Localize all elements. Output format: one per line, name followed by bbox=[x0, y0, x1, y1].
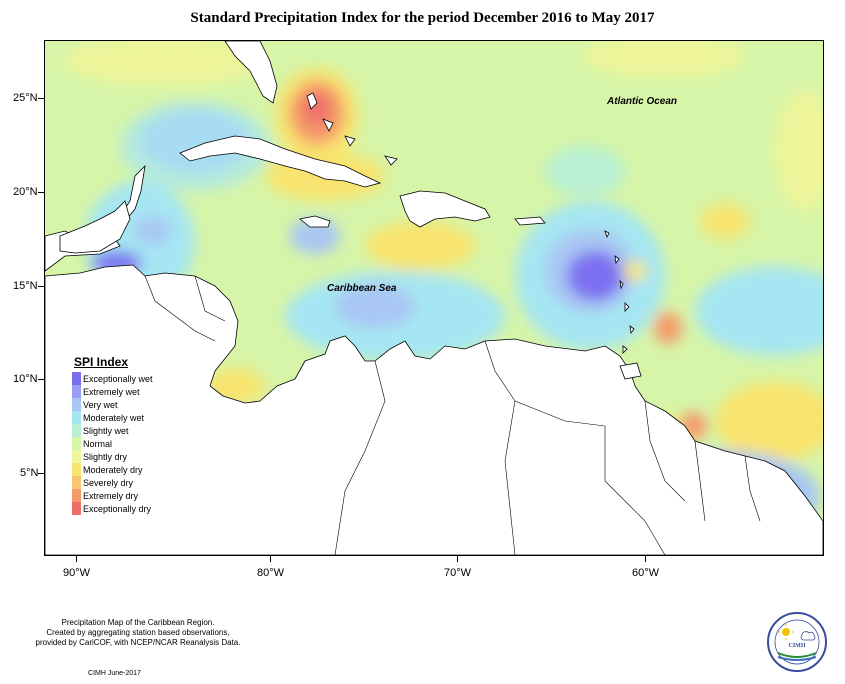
legend-item: Extremely wet bbox=[72, 385, 172, 398]
legend-label: Very wet bbox=[83, 399, 118, 410]
wet-zone-atlantic-mid bbox=[545, 146, 625, 196]
spi-map bbox=[45, 41, 823, 555]
dry-zone-top-right bbox=[775, 91, 823, 211]
footer-line-2: Created by aggregating station based obs… bbox=[46, 628, 230, 637]
lon-tick-80 bbox=[270, 555, 271, 562]
lat-tick-15 bbox=[38, 286, 44, 287]
dry-zone-northeast bbox=[585, 41, 745, 78]
hispaniola-land bbox=[399, 190, 491, 228]
dry-zone-hispaniola bbox=[365, 221, 475, 271]
lat-label-25: 25°N bbox=[13, 92, 38, 104]
lat-tick-20 bbox=[38, 192, 44, 193]
legend-label: Normal bbox=[83, 438, 113, 449]
legend-item: Moderately wet bbox=[72, 411, 172, 424]
yucatan-land bbox=[59, 200, 131, 254]
footer-credit: CIMH June-2017 bbox=[88, 670, 141, 677]
lat-label-5: 5°N bbox=[20, 467, 39, 479]
legend-label: Severely dry bbox=[83, 477, 134, 488]
wet-zone-yucatan bbox=[135, 217, 171, 245]
legend-rows: Exceptionally wet Extremely wet Very wet Mo… bbox=[72, 372, 172, 515]
lat-label-20: 20°N bbox=[13, 186, 38, 198]
legend-swatch bbox=[72, 424, 81, 437]
legend-swatch bbox=[72, 372, 81, 385]
lat-label-10: 10°N bbox=[13, 373, 38, 385]
legend-item: Slightly dry bbox=[72, 450, 172, 463]
legend-item: Slightly wet bbox=[72, 424, 172, 437]
legend-item: Moderately dry bbox=[72, 463, 172, 476]
lat-tick-10 bbox=[38, 379, 44, 380]
bahamas-islands bbox=[306, 92, 398, 166]
legend-item: Exceptionally wet bbox=[72, 372, 172, 385]
lesser-antilles bbox=[604, 230, 635, 354]
dry-zone-barbados bbox=[654, 312, 682, 344]
legend-item: Exceptionally dry bbox=[72, 502, 172, 515]
legend-item: Normal bbox=[72, 437, 172, 450]
lon-tick-60 bbox=[645, 555, 646, 562]
cloud-icon bbox=[800, 631, 816, 641]
legend-label: Slightly wet bbox=[83, 425, 129, 436]
lon-label-80: 80°W bbox=[257, 567, 285, 579]
legend-label: Moderately wet bbox=[83, 412, 145, 423]
legend-label: Slightly dry bbox=[83, 451, 128, 462]
legend-swatch bbox=[72, 385, 81, 398]
legend-label: Extremely wet bbox=[83, 386, 140, 397]
land-layer bbox=[45, 41, 823, 555]
lat-label-15: 15°N bbox=[13, 280, 38, 292]
legend-item: Extremely dry bbox=[72, 489, 172, 502]
footer-line-3: provided by CariCOF, with NCEP/NCAR Rean… bbox=[35, 638, 241, 647]
legend-swatch bbox=[72, 463, 81, 476]
wet-zone-eastern-core bbox=[567, 251, 623, 301]
cimh-logo: CIMH bbox=[767, 612, 827, 672]
lon-tick-70 bbox=[457, 555, 458, 562]
trinidad-land bbox=[619, 362, 642, 380]
wet-zone-central-core bbox=[335, 284, 415, 328]
legend-swatch bbox=[72, 411, 81, 424]
sun-icon bbox=[782, 628, 790, 636]
cuba-land bbox=[179, 135, 382, 188]
legend-swatch bbox=[72, 437, 81, 450]
footer-notes: Precipitation Map of the Caribbean Regio… bbox=[18, 618, 258, 648]
legend-swatch bbox=[72, 489, 81, 502]
legend-title: SPI Index bbox=[74, 355, 129, 369]
florida-land bbox=[224, 41, 278, 104]
atlantic-ocean-label: Atlantic Ocean bbox=[607, 96, 678, 107]
lat-tick-5 bbox=[38, 473, 44, 474]
legend-label: Moderately dry bbox=[83, 464, 143, 475]
jamaica-land bbox=[299, 215, 331, 228]
legend-label: Extremely dry bbox=[83, 490, 139, 501]
lon-label-70: 70°W bbox=[444, 567, 472, 579]
spi-legend: SPI Index Exceptionally wet Extremely wet… bbox=[72, 355, 172, 515]
legend-swatch bbox=[72, 450, 81, 463]
legend-item: Very wet bbox=[72, 398, 172, 411]
wet-zone-gulf-outer bbox=[120, 101, 270, 191]
map-frame: Atlantic Ocean Caribbean Sea bbox=[44, 40, 824, 556]
lon-label-90: 90°W bbox=[63, 567, 91, 579]
legend-item: Severely dry bbox=[72, 476, 172, 489]
lat-tick-25 bbox=[38, 98, 44, 99]
lon-label-60: 60°W bbox=[632, 567, 660, 579]
legend-label: Exceptionally dry bbox=[83, 503, 152, 514]
legend-label: Exceptionally wet bbox=[83, 373, 153, 384]
legend-swatch bbox=[72, 476, 81, 489]
map-title: Standard Precipitation Index for the per… bbox=[190, 10, 655, 26]
lon-tick-90 bbox=[76, 555, 77, 562]
dry-zone-small-east bbox=[623, 261, 647, 281]
footer-line-1: Precipitation Map of the Caribbean Regio… bbox=[61, 618, 215, 627]
wet-zone-atlantic-east bbox=[695, 266, 823, 356]
legend-swatch bbox=[72, 502, 81, 515]
caribbean-sea-label: Caribbean Sea bbox=[327, 283, 397, 294]
dry-zone-atlantic-se bbox=[715, 381, 823, 461]
legend-swatch bbox=[72, 398, 81, 411]
dry-zone-far-east bbox=[700, 203, 750, 239]
puerto-rico-land bbox=[514, 216, 546, 226]
mexico-south-land bbox=[45, 264, 823, 555]
border-layer bbox=[144, 275, 761, 555]
logo-text: CIMH bbox=[789, 643, 806, 649]
dry-zone-north bbox=[65, 41, 265, 86]
